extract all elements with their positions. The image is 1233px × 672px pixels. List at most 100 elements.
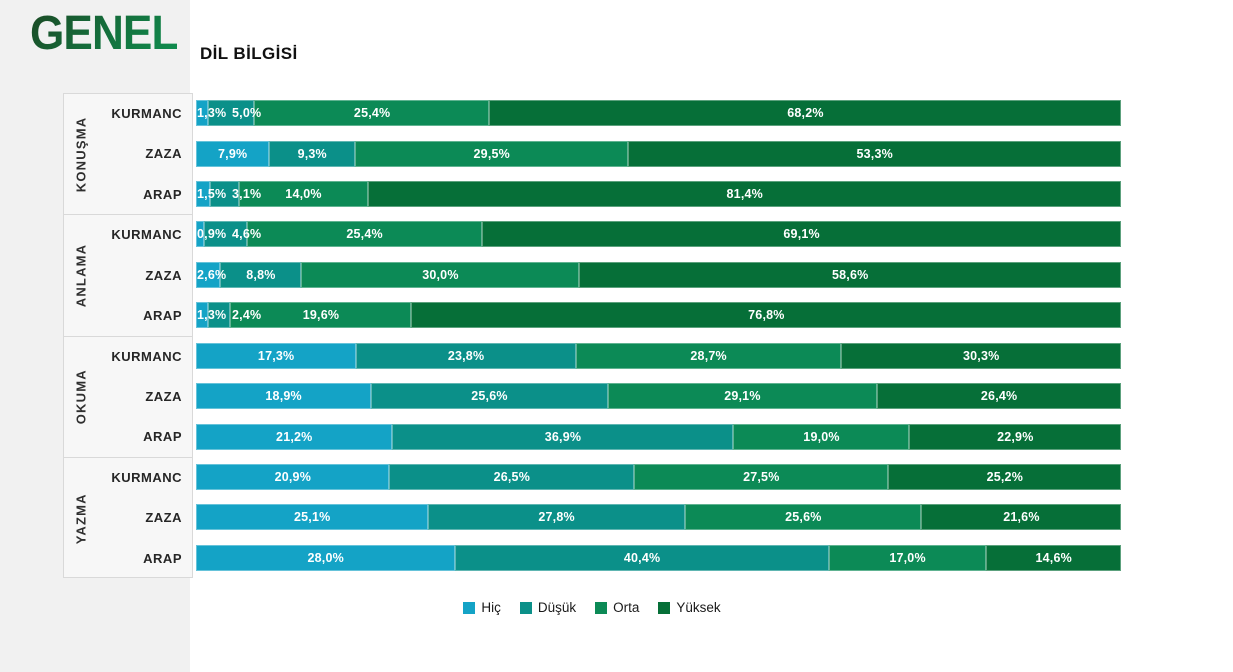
bar-segment-hi-[interactable] (196, 463, 390, 490)
row-label-zaza: ZAZA (145, 267, 182, 283)
bar-segment-d-k[interactable] (427, 504, 685, 531)
axis-group-anlama: ANLAMA KURMANC ZAZA ARAP (64, 215, 192, 337)
legend-label: Düşük (537, 600, 577, 615)
group-label-konu-ma: KONUŞMA (73, 116, 89, 192)
legend-swatch-icon (519, 601, 532, 614)
group-label-anlama: ANLAMA (73, 243, 89, 308)
legend-label: Orta (613, 600, 640, 615)
bar-segment-hi-[interactable] (196, 221, 205, 248)
bar-row-konu-ma-kurmanc: 1,3% 5,0% 25,4% 68,2% (196, 100, 1121, 127)
bar-row-okuma-zaza: 18,9% 25,6% 29,1% 26,4% (196, 383, 1121, 410)
bar-segment-hi-[interactable] (196, 423, 393, 450)
row-label-zaza: ZAZA (145, 510, 182, 526)
bar-segment-d-k[interactable] (204, 221, 247, 248)
row-label-zaza: ZAZA (145, 388, 182, 404)
row-label-arap: ARAP (143, 550, 182, 566)
bar-segment-d-k[interactable] (392, 423, 734, 450)
row-labels: KURMANC ZAZA ARAP (98, 337, 192, 457)
bar-segment-hi-[interactable] (196, 140, 270, 167)
axis-group-yazma: YAZMA KURMANC ZAZA ARAP (64, 458, 192, 579)
legend-label: Yüksek (676, 600, 721, 615)
row-label-arap: ARAP (143, 429, 182, 445)
bar-segment-d-k[interactable] (455, 544, 829, 571)
legend-swatch-icon (463, 601, 476, 614)
bar-segment-d-k[interactable] (370, 383, 608, 410)
bar-segment-d-k[interactable] (208, 302, 231, 329)
bar-segment-orta[interactable] (607, 383, 877, 410)
bar-row-okuma-kurmanc: 17,3% 23,8% 28,7% 30,3% (196, 342, 1121, 369)
bar-segment-d-k[interactable] (389, 463, 634, 490)
row-labels: KURMANC ZAZA ARAP (98, 94, 192, 214)
bar-segment-orta[interactable] (684, 504, 922, 531)
row-labels: KURMANC ZAZA ARAP (98, 458, 192, 579)
legend-item-hi-[interactable]: Hiç (463, 600, 501, 615)
row-labels: KURMANC ZAZA ARAP (98, 215, 192, 335)
bar-segment-hi-[interactable] (196, 342, 356, 369)
bar-segment-y-ksek[interactable] (921, 504, 1121, 531)
bar-segment-y-ksek[interactable] (627, 140, 1121, 167)
bar-segment-y-ksek[interactable] (888, 463, 1121, 490)
bar-row-anlama-zaza: 2,6% 8,8% 30,0% 58,6% (196, 261, 1121, 288)
bar-row-yazma-zaza: 25,1% 27,8% 25,6% 21,6% (196, 504, 1121, 531)
bar-segment-hi-[interactable] (196, 100, 209, 127)
bar-segment-d-k[interactable] (355, 342, 576, 369)
row-label-arap: ARAP (143, 308, 182, 324)
bar-segment-hi-[interactable] (196, 544, 455, 571)
bar-segment-y-ksek[interactable] (840, 342, 1121, 369)
bar-segment-d-k[interactable] (208, 100, 255, 127)
bar-segment-orta[interactable] (575, 342, 841, 369)
logo-genel: GENEL (30, 7, 178, 60)
bar-segment-y-ksek[interactable] (489, 100, 1121, 127)
row-label-kurmanc: KURMANC (111, 227, 182, 243)
bar-row-konu-ma-zaza: 7,9% 9,3% 29,5% 53,3% (196, 140, 1121, 167)
bar-segment-d-k[interactable] (220, 261, 302, 288)
group-label-okuma: OKUMA (73, 369, 89, 425)
legend-swatch-icon (658, 601, 671, 614)
bar-segment-hi-[interactable] (196, 302, 208, 329)
legend-item-y-ksek[interactable]: Yüksek (658, 600, 721, 615)
bar-segment-y-ksek[interactable] (411, 302, 1121, 329)
bar-segment-orta[interactable] (301, 261, 579, 288)
bar-segment-y-ksek[interactable] (909, 423, 1121, 450)
axis-group-okuma: OKUMA KURMANC ZAZA ARAP (64, 337, 192, 458)
bar-row-anlama-kurmanc: 0,9% 4,6% 25,4% 69,1% (196, 221, 1121, 248)
category-axis: KONUŞMA KURMANC ZAZA ARAP ANLAMA KURMANC ZAZA A… (63, 93, 193, 578)
legend-label: Hiç (481, 600, 501, 615)
bar-row-yazma-arap: 28,0% 40,4% 17,0% 14,6% (196, 544, 1121, 571)
bar-row-yazma-kurmanc: 20,9% 26,5% 27,5% 25,2% (196, 463, 1121, 490)
bar-segment-y-ksek[interactable] (481, 221, 1121, 248)
row-label-kurmanc: KURMANC (111, 469, 182, 485)
chart-title: DİL BİLGİSİ (200, 44, 298, 63)
bar-segment-orta[interactable] (355, 140, 628, 167)
bar-segment-orta[interactable] (230, 302, 412, 329)
bar-segment-orta[interactable] (254, 100, 490, 127)
legend-item-orta[interactable]: Orta (595, 600, 639, 615)
bar-segment-orta[interactable] (634, 463, 889, 490)
bar-segment-d-k[interactable] (269, 140, 356, 167)
bar-row-anlama-arap: 1,3% 2,4% 19,6% 76,8% (196, 302, 1121, 329)
bar-segment-y-ksek[interactable] (876, 383, 1121, 410)
axis-group-konu-ma: KONUŞMA KURMANC ZAZA ARAP (64, 94, 192, 216)
legend: Hiç Düşük Orta Yüksek (63, 600, 1121, 615)
bar-segment-orta[interactable] (238, 181, 369, 208)
legend-item-d-k[interactable]: Düşük (519, 600, 577, 615)
bar-row-okuma-arap: 21,2% 36,9% 19,0% 22,9% (196, 423, 1121, 450)
bar-segment-y-ksek[interactable] (578, 261, 1121, 288)
bar-segment-hi-[interactable] (196, 181, 210, 208)
bar-segment-y-ksek[interactable] (368, 181, 1121, 208)
bar-segment-orta[interactable] (828, 544, 986, 571)
row-label-kurmanc: KURMANC (111, 348, 182, 364)
bar-segment-hi-[interactable] (196, 504, 428, 531)
bar-row-konu-ma-arap: 1,5% 3,1% 14,0% 81,4% (196, 181, 1121, 208)
bar-segment-y-ksek[interactable] (985, 544, 1121, 571)
row-label-kurmanc: KURMANC (111, 106, 182, 121)
bar-segment-d-k[interactable] (209, 181, 239, 208)
row-label-arap: ARAP (143, 186, 182, 202)
group-label-yazma: YAZMA (73, 492, 89, 544)
row-label-zaza: ZAZA (145, 146, 182, 162)
bar-segment-orta[interactable] (246, 221, 482, 248)
bar-segment-hi-[interactable] (196, 261, 221, 288)
bar-segment-orta[interactable] (733, 423, 910, 450)
bar-segment-hi-[interactable] (196, 383, 371, 410)
